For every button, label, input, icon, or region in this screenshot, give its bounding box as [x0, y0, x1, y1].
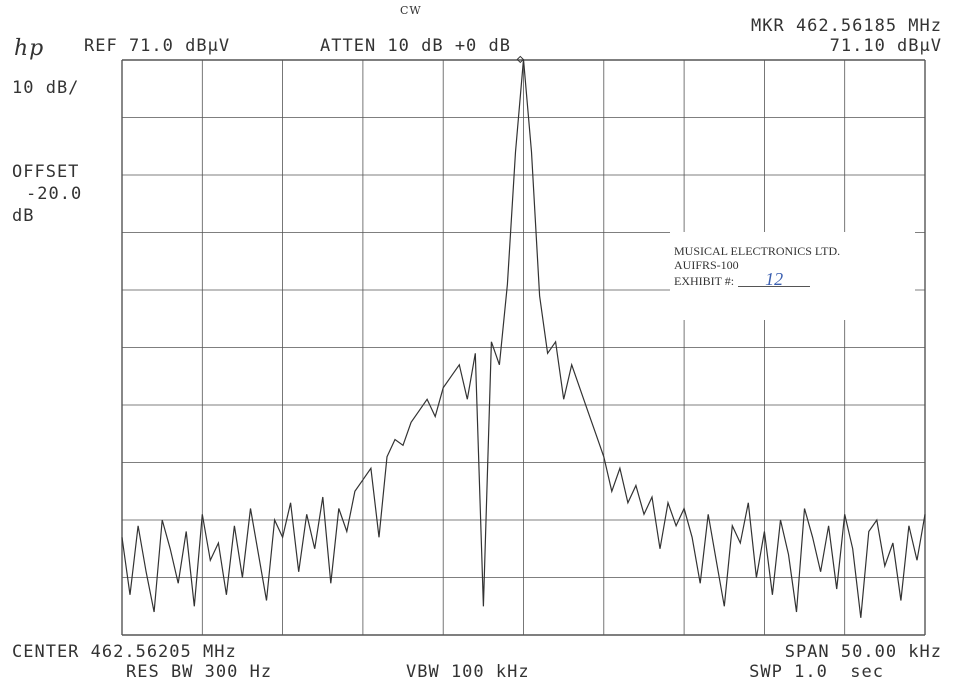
- offset-unit: dB: [12, 206, 35, 226]
- stamp-exhibit-label: EXHIBIT #:: [674, 274, 735, 288]
- center-frequency: CENTER 462.56205 MHz: [12, 642, 237, 662]
- mode-label: CW: [400, 4, 422, 17]
- stamp-company: MUSICAL ELECTRONICS LTD.: [674, 244, 841, 258]
- graticule: [121, 59, 926, 636]
- span: SPAN 50.00 kHz: [784, 642, 942, 662]
- scale-label: 10 dB/: [12, 78, 80, 98]
- stamp-model: AUIFRS-100: [674, 258, 739, 272]
- exhibit-stamp: MUSICAL ELECTRONICS LTD. AUIFRS-100 EXHI…: [670, 232, 915, 320]
- offset-label: OFFSET: [12, 162, 80, 182]
- marker-level: 71.10 dBµV: [829, 36, 942, 56]
- stamp-exhibit-number: 12: [738, 270, 811, 288]
- ref-level: REF 71.0 dBµV: [84, 36, 231, 56]
- offset-value: -20.0: [26, 184, 83, 204]
- attenuation: ATTEN 10 dB +0 dB: [320, 36, 511, 56]
- marker-frequency: MKR 462.56185 MHz: [751, 16, 942, 36]
- resolution-bandwidth: RES BW 300 Hz: [126, 662, 273, 682]
- hp-logo: hp: [14, 36, 45, 61]
- video-bandwidth: VBW 100 kHz: [406, 662, 530, 682]
- marker-diamond: [516, 55, 524, 64]
- sweep-time: SWP 1.0 sec: [749, 662, 884, 682]
